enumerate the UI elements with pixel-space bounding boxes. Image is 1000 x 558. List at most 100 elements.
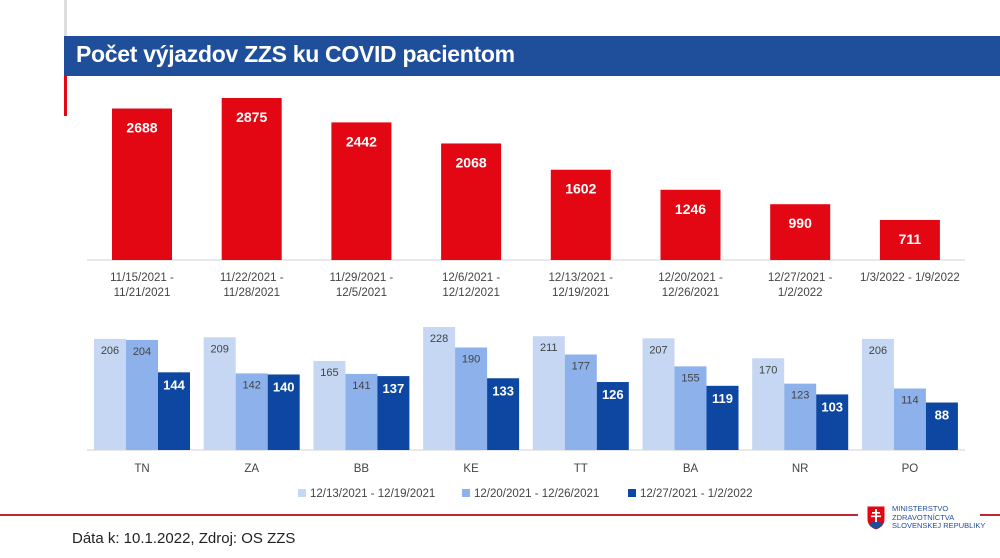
legend-swatch: [462, 489, 470, 497]
data-label: 209: [211, 343, 229, 355]
data-label: 140: [273, 379, 295, 394]
data-label: 123: [791, 390, 809, 402]
tick-label: 1/3/2022 - 1/9/2022: [860, 272, 960, 284]
bar: [126, 339, 158, 450]
bar: [564, 354, 597, 450]
data-label: 103: [821, 399, 843, 414]
data-label: 990: [789, 215, 813, 231]
bar: [487, 378, 520, 450]
tick-label: BA: [683, 463, 699, 475]
bar: [345, 373, 378, 450]
tick-label: 12/6/2021 -: [442, 272, 500, 284]
tick-label: PO: [902, 463, 919, 475]
bar: [532, 336, 565, 450]
bar: [235, 373, 268, 450]
data-label: 228: [430, 333, 448, 345]
legend-label: 12/13/2021 - 12/19/2021: [310, 488, 435, 500]
legend-swatch: [298, 489, 306, 497]
tick-label: 11/22/2021 -: [220, 272, 284, 284]
data-label: 142: [243, 379, 261, 391]
tick-label: 12/13/2021 -: [549, 272, 614, 284]
tick-label: 11/28/2021: [223, 287, 280, 299]
data-label: 206: [869, 345, 887, 357]
data-label: 1602: [565, 181, 596, 197]
bar: [861, 338, 894, 450]
data-label: 170: [759, 364, 777, 376]
decor-line-grey: [64, 0, 67, 36]
tick-label: 11/21/2021: [114, 287, 171, 299]
data-label: 204: [133, 346, 151, 358]
bar: [455, 347, 488, 450]
bar: [331, 122, 392, 260]
tick-label: 12/20/2021 -: [658, 272, 723, 284]
bar: [660, 189, 721, 260]
tick-label: 1/2/2022: [778, 287, 823, 299]
region-chart: 206 204 144 TN 209 142 140 ZA 165 141 137 BB 228 190 1…: [87, 327, 965, 500]
data-label: 2068: [456, 154, 487, 170]
bar: [203, 337, 236, 450]
bar: [313, 360, 346, 450]
bar: [423, 327, 456, 450]
footer-divider: [0, 514, 858, 516]
bar: [94, 338, 126, 450]
data-label: 165: [320, 367, 338, 379]
tick-label: KE: [463, 463, 479, 475]
bar: [925, 402, 958, 450]
data-label: 114: [901, 395, 919, 407]
data-label: 177: [572, 361, 590, 373]
data-label: 711: [899, 231, 922, 247]
charts: 2688 11/15/2021 - 11/21/2021 2875 11/22/2021…: [87, 98, 965, 500]
bar: [377, 376, 410, 450]
data-label: 206: [101, 345, 119, 357]
tick-label: BB: [354, 463, 370, 475]
data-label: 144: [163, 377, 185, 392]
bar: [674, 366, 707, 450]
bar: [596, 382, 629, 450]
data-label: 1246: [675, 201, 706, 217]
title-bar: [64, 36, 1000, 76]
tick-label: 11/15/2021 -: [110, 272, 174, 284]
data-label: 207: [649, 344, 667, 356]
tick-label: 11/29/2021 -: [330, 272, 394, 284]
bar: [706, 385, 739, 450]
data-label: 2875: [236, 109, 267, 125]
tick-label: TN: [134, 463, 149, 475]
bar: [267, 374, 300, 450]
data-label: 133: [492, 383, 514, 398]
tick-label: TT: [574, 463, 588, 475]
tick-label: ZA: [244, 463, 259, 475]
weekly-chart: 2688 11/15/2021 - 11/21/2021 2875 11/22/2021…: [87, 98, 965, 299]
data-label: 126: [602, 387, 624, 402]
bar: [441, 143, 502, 260]
legend-label: 12/20/2021 - 12/26/2021: [474, 488, 599, 500]
bar: [752, 358, 785, 450]
data-label: 155: [681, 372, 699, 384]
tick-label: NR: [792, 463, 809, 475]
logo-line: MINISTERSTVO: [892, 504, 949, 513]
data-label: 119: [712, 391, 733, 406]
data-label: 211: [540, 342, 558, 354]
bar: [550, 169, 611, 260]
bar: [879, 219, 940, 260]
tick-label: 12/12/2021: [442, 287, 500, 299]
tick-label: 12/26/2021: [662, 287, 720, 299]
decor-line-red: [64, 76, 67, 116]
data-label: 137: [383, 381, 405, 396]
bar: [770, 204, 831, 260]
bar: [642, 338, 675, 450]
data-label: 141: [352, 380, 370, 392]
legend-label: 12/27/2021 - 1/2/2022: [640, 488, 753, 500]
bar: [816, 394, 849, 450]
coat-of-arms-icon: [866, 505, 886, 531]
page-title: Počet výjazdov ZZS ku COVID pacientom: [76, 41, 515, 67]
logo-line: SLOVENSKEJ REPUBLIKY: [892, 521, 986, 530]
bar: [893, 388, 926, 450]
tick-label: 12/5/2021: [336, 287, 387, 299]
data-label: 190: [462, 354, 480, 366]
bar: [784, 383, 817, 450]
legend-swatch: [628, 489, 636, 497]
data-label: 2442: [346, 133, 377, 149]
bar: [158, 372, 190, 450]
footer-divider-right: [980, 514, 1000, 516]
source-note: Dáta k: 10.1.2022, Zdroj: OS ZZS: [72, 530, 296, 547]
